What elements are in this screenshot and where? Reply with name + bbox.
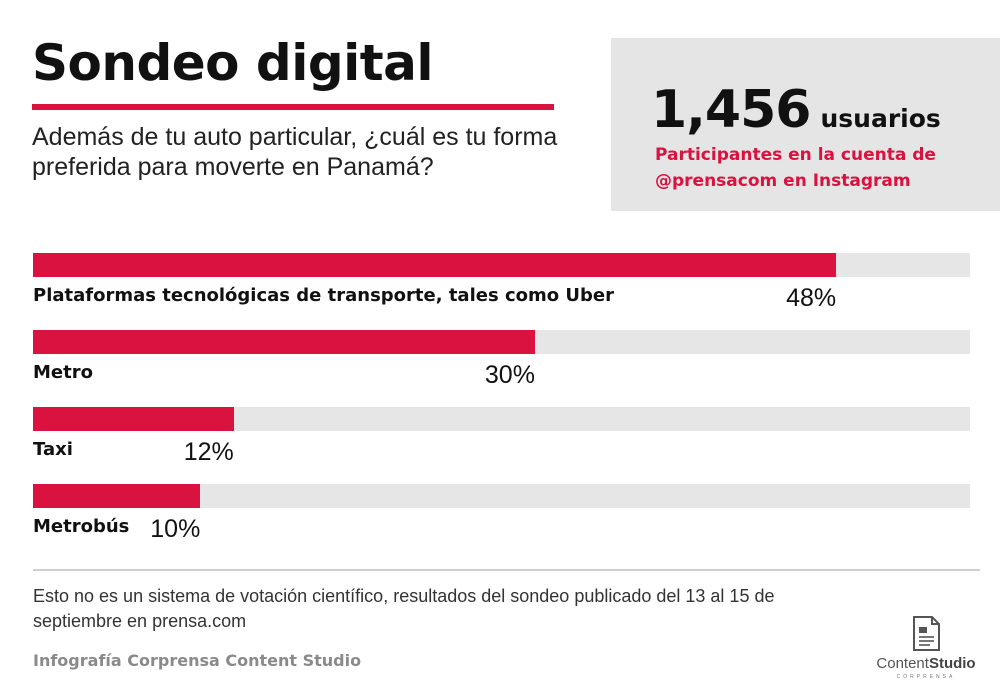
participants-unit: usuarios bbox=[820, 104, 941, 133]
participants-count-line: 1,456 usuarios bbox=[651, 80, 941, 140]
methodology-note: Esto no es un sistema de votación cientí… bbox=[33, 586, 775, 631]
bar bbox=[33, 484, 201, 508]
title-underline bbox=[32, 104, 554, 110]
logo-subtext: CORPRENSA bbox=[896, 674, 956, 680]
participants-description: Participantes en la cuenta de @prensacom… bbox=[655, 145, 936, 191]
category-label: Taxi bbox=[33, 439, 73, 460]
logo-word-content: Content bbox=[876, 655, 929, 672]
poll-question: Además de tu auto particular, ¿cuál es t… bbox=[32, 123, 558, 181]
participants-panel: 1,456 usuarios Participantes en la cuenta… bbox=[611, 38, 1000, 211]
bar bbox=[33, 253, 837, 277]
logo-word-studio: Studio bbox=[928, 655, 976, 672]
page-title: Sondeo digital bbox=[32, 34, 434, 92]
logo-wordmark: ContentStudio bbox=[868, 655, 984, 672]
category-label: Metro bbox=[33, 362, 93, 383]
infographic-credit: Infografía Corprensa Content Studio bbox=[33, 651, 362, 670]
document-icon bbox=[913, 616, 940, 651]
value-label: 10% bbox=[150, 515, 201, 543]
bar-track bbox=[33, 253, 970, 277]
value-label: 48% bbox=[786, 284, 837, 312]
category-label: Plataformas tecnológicas de transporte, … bbox=[33, 285, 614, 306]
bar-track bbox=[33, 330, 970, 354]
bar-track bbox=[33, 484, 970, 508]
category-label: Metrobús bbox=[33, 516, 130, 537]
content-studio-logo: ContentStudio CORPRENSA bbox=[868, 614, 984, 686]
bar-track bbox=[33, 407, 970, 431]
bar bbox=[33, 330, 535, 354]
footer-divider bbox=[33, 569, 980, 571]
value-label: 12% bbox=[183, 438, 234, 466]
value-label: 30% bbox=[484, 361, 535, 389]
participants-number: 1,456 bbox=[651, 80, 811, 140]
bar bbox=[33, 407, 234, 431]
